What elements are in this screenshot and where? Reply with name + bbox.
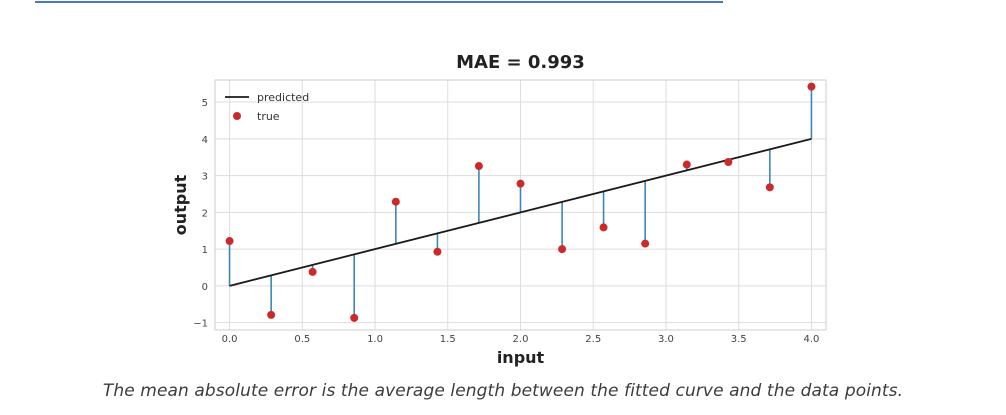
true-point (682, 160, 691, 169)
x-tick-label: 1.5 (440, 334, 456, 345)
true-point (724, 157, 733, 166)
legend-predicted-label: predicted (257, 91, 309, 104)
true-point (516, 179, 525, 188)
y-tick-label: 5 (202, 98, 208, 109)
x-tick-label: 0.5 (294, 334, 310, 345)
legend-true-swatch (233, 112, 241, 120)
true-point (558, 245, 567, 254)
true-point (225, 237, 234, 246)
plot-frame (214, 79, 827, 331)
y-tick-label: −1 (193, 319, 208, 330)
x-tick-label: 1.0 (367, 334, 383, 345)
true-point (474, 162, 483, 171)
true-point (807, 82, 816, 91)
true-point (765, 183, 774, 192)
y-tick-label: 0 (202, 282, 208, 293)
true-point (641, 239, 650, 248)
mae-chart: 0.0 0.5 1.0 1.5 2.0 2.5 3.0 3.5 4.0 −1 0 1 2 3 4 5 predi… (171, 52, 827, 367)
y-axis-label: output (171, 174, 190, 235)
true-point (308, 267, 317, 276)
x-axis-label: input (497, 348, 545, 367)
legend-true-label: true (257, 110, 280, 123)
predicted-line (229, 137, 812, 287)
true-point (433, 247, 442, 256)
y-tick-label: 2 (202, 208, 208, 219)
x-tick-label: 4.0 (803, 334, 819, 345)
y-tick-label: 1 (202, 245, 208, 256)
y-tick-label: 4 (202, 135, 208, 146)
figure-caption: The mean absolute error is the average l… (102, 381, 904, 401)
x-tick-label: 2.5 (585, 334, 601, 345)
true-point (267, 310, 276, 319)
x-tick-label: 0.0 (222, 334, 238, 345)
true-point (391, 197, 400, 206)
x-tick-label: 2.0 (513, 334, 529, 345)
true-point (599, 223, 608, 232)
top-divider (35, 1, 723, 3)
x-tick-label: 3.0 (658, 334, 674, 345)
y-tick-label: 3 (202, 172, 208, 183)
x-tick-label: 3.5 (731, 334, 747, 345)
chart-title: MAE = 0.993 (456, 52, 585, 73)
true-point (350, 313, 359, 322)
